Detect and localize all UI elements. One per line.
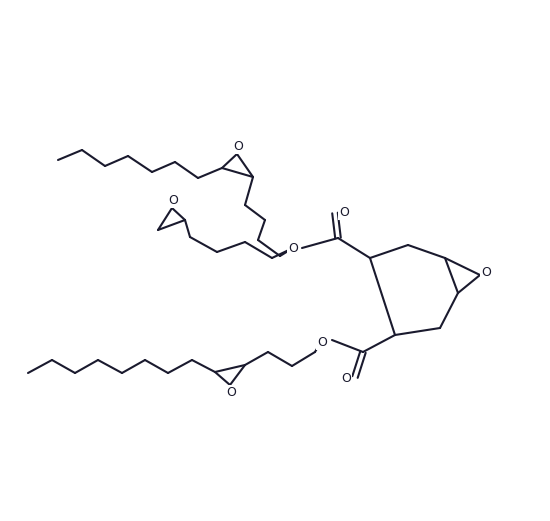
Text: O: O — [339, 205, 349, 218]
Text: O: O — [288, 242, 298, 255]
Text: O: O — [317, 336, 327, 349]
Text: O: O — [481, 267, 491, 279]
Text: O: O — [341, 373, 351, 386]
Text: O: O — [168, 193, 178, 206]
Text: O: O — [233, 140, 243, 153]
Text: O: O — [226, 387, 236, 400]
